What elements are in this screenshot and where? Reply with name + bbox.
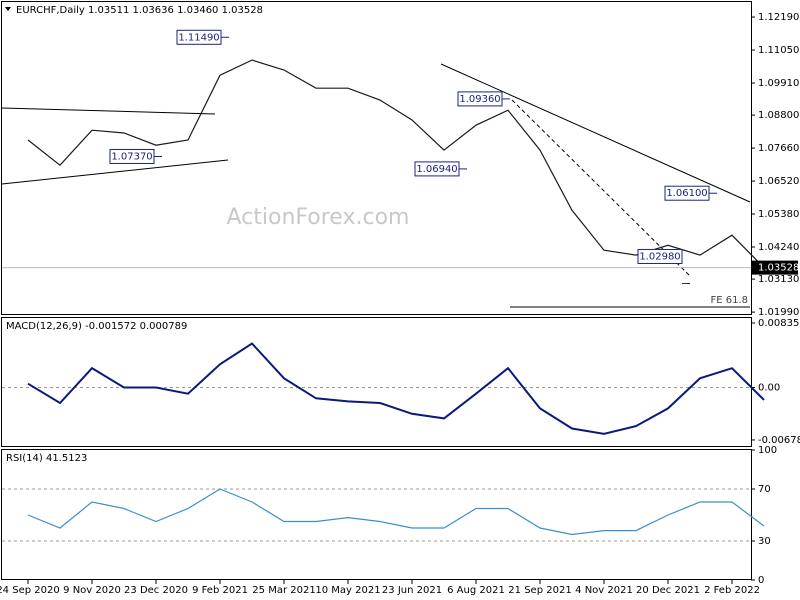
macd-title: MACD(12,26,9) -0.001572 0.000789	[6, 321, 187, 332]
y-tick-label: 1.08800	[758, 110, 799, 121]
y-tick-label: -0.006788	[758, 435, 800, 446]
x-tick-label: 10 May 2021	[315, 585, 380, 596]
x-tick-label: 20 Dec 2021	[636, 585, 700, 596]
y-tick-label: 0	[758, 575, 764, 586]
x-tick-label: 2 Feb 2022	[704, 585, 760, 596]
x-tick-label: 24 Sep 2020	[0, 585, 60, 596]
annotation-label: 1.06940	[416, 164, 457, 175]
annotation-label: 1.07370	[111, 151, 152, 162]
y-tick-label: 1.12190	[758, 12, 799, 23]
y-tick-label: 100	[758, 445, 777, 456]
annotation-label: 1.09360	[459, 94, 500, 105]
rsi-panel	[1, 449, 752, 580]
watermark: ActionForex.com	[227, 205, 410, 230]
x-tick-label: 25 Mar 2021	[252, 585, 315, 596]
series-line	[27, 488, 765, 536]
x-tick-label: 4 Nov 2021	[575, 585, 633, 596]
menu-icon[interactable]	[5, 7, 11, 11]
annotation-label: 1.06100	[666, 188, 707, 199]
y-tick-label: 1.06520	[758, 176, 799, 187]
series-line	[27, 342, 765, 435]
price-panel	[1, 1, 752, 315]
y-tick-label: 1.11050	[758, 45, 799, 56]
y-tick-label: 1.05380	[758, 209, 799, 220]
x-tick-label: 23 Dec 2020	[124, 585, 188, 596]
y-tick-label: 70	[758, 484, 771, 495]
x-tick-label: 9 Feb 2021	[192, 585, 248, 596]
y-tick-label: 1.09910	[758, 78, 799, 89]
y-tick-label: 1.01990	[758, 307, 799, 318]
y-tick-label: 30	[758, 536, 771, 547]
y-tick-label: 1.07660	[758, 143, 799, 154]
x-tick-label: 23 Jun 2021	[382, 585, 442, 596]
x-tick-label: 9 Nov 2020	[63, 585, 121, 596]
trend-line	[1, 159, 229, 185]
annotation-label: 1.02980	[639, 251, 680, 262]
y-tick-label: 1.04240	[758, 242, 799, 253]
fe-label: FE 61.8	[710, 295, 748, 306]
x-tick-label: 6 Aug 2021	[447, 585, 505, 596]
macd-panel	[1, 317, 752, 447]
y-tick-label: 0.00	[758, 383, 780, 394]
current-price-label: 1.03528	[758, 263, 799, 274]
chart-title: EURCHF,Daily 1.03511 1.03636 1.03460 1.0…	[16, 5, 263, 16]
x-tick-label: 21 Sep 2021	[508, 585, 571, 596]
annotation-label: 1.11490	[178, 32, 219, 43]
y-tick-label: 0.008353	[758, 318, 800, 329]
rsi-title: RSI(14) 41.5123	[6, 453, 87, 464]
trend-line	[440, 63, 751, 203]
y-tick-label: 1.03130	[758, 274, 799, 285]
trend-line	[1, 107, 216, 115]
current-price-tag	[752, 260, 798, 275]
annotation-box	[637, 248, 683, 264]
